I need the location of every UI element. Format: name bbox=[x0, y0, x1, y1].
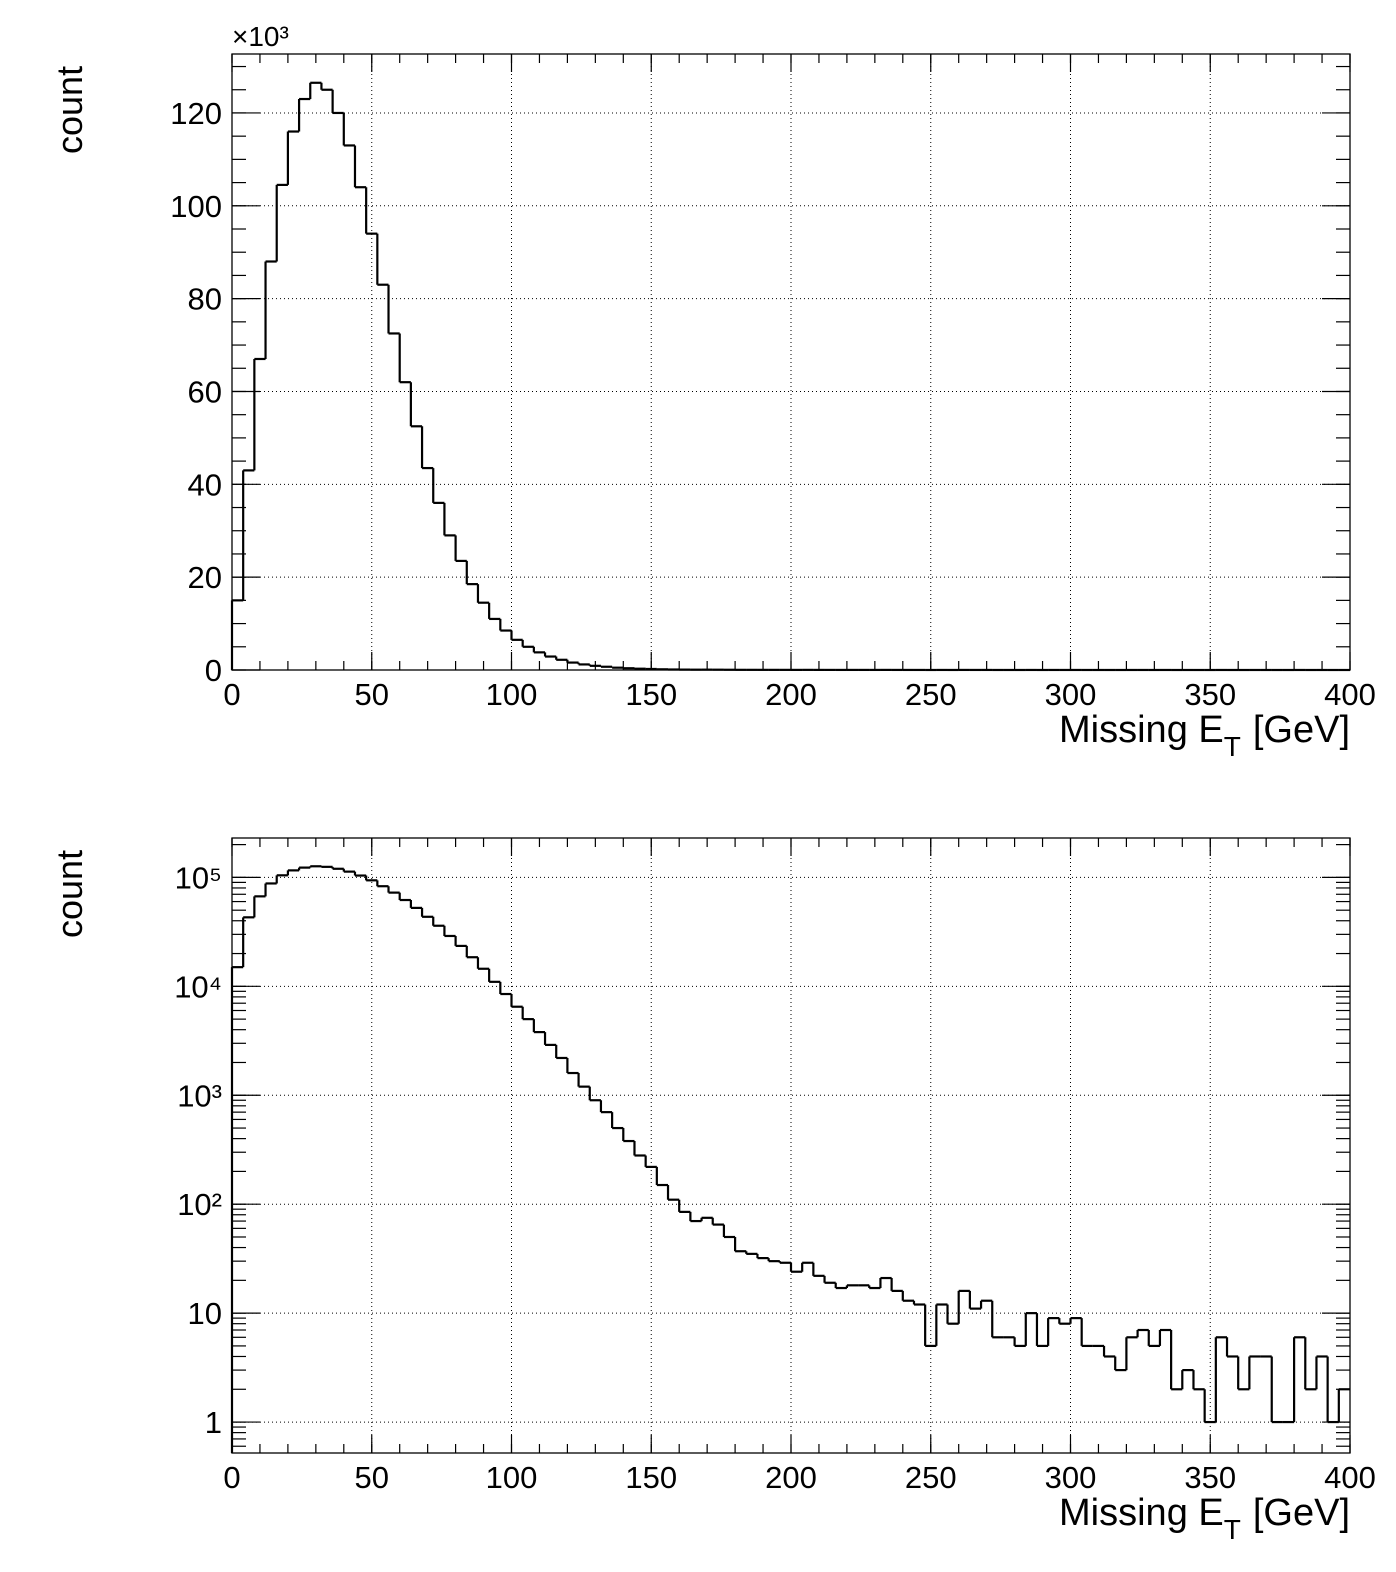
x-tick-label: 350 bbox=[1184, 677, 1236, 712]
x-tick-label: 100 bbox=[486, 1460, 538, 1495]
plot-frame bbox=[231, 53, 1351, 671]
x-tick-label: 0 bbox=[223, 1460, 240, 1495]
y-tick-label: 10³ bbox=[177, 1078, 222, 1113]
x-tick-label: 350 bbox=[1184, 1460, 1236, 1495]
x-axis-label-suffix: [GeV] bbox=[1253, 709, 1350, 751]
plot-frame bbox=[231, 837, 1351, 1454]
x-tick-label: 400 bbox=[1324, 1460, 1376, 1495]
x-tick-label: 0 bbox=[223, 677, 240, 712]
y-tick-label: 80 bbox=[188, 282, 222, 317]
histogram-step bbox=[230, 866, 1340, 1453]
x-tick-label: 250 bbox=[905, 677, 957, 712]
x-axis-label: Missing ET [GeV] bbox=[1059, 709, 1350, 762]
axis-multiplier: ×10³ bbox=[232, 21, 289, 52]
histogram-step bbox=[230, 82, 1340, 670]
x-axis-label-subscript: T bbox=[1224, 731, 1241, 762]
y-tick-label: 60 bbox=[188, 374, 222, 409]
x-tick-label: 400 bbox=[1324, 677, 1376, 712]
x-axis-label: Missing ET [GeV] bbox=[1059, 1492, 1350, 1545]
x-axis-label-main: Missing E bbox=[1059, 709, 1224, 751]
x-tick-label: 150 bbox=[625, 1460, 677, 1495]
x-tick-label: 250 bbox=[905, 1460, 957, 1495]
x-tick-label: 100 bbox=[486, 677, 538, 712]
y-tick-label: 0 bbox=[205, 653, 222, 688]
x-axis-label-subscript: T bbox=[1224, 1514, 1241, 1545]
y-tick-label: 10² bbox=[177, 1187, 222, 1222]
y-axis-label: count bbox=[49, 850, 90, 938]
x-tick-label: 150 bbox=[625, 677, 677, 712]
y-tick-label: 40 bbox=[188, 467, 222, 502]
y-tick-label: 100 bbox=[170, 189, 222, 224]
y-tick-label: 1 bbox=[205, 1405, 222, 1440]
y-tick-label: 20 bbox=[188, 560, 222, 595]
y-tick-label: 120 bbox=[170, 96, 222, 131]
y-axis-label: count bbox=[49, 66, 90, 154]
y-tick-label: 10⁴ bbox=[174, 969, 222, 1004]
x-tick-label: 300 bbox=[1045, 1460, 1097, 1495]
x-axis-label-main: Missing E bbox=[1059, 1492, 1224, 1534]
x-tick-label: 200 bbox=[765, 1460, 817, 1495]
x-tick-label: 200 bbox=[765, 677, 817, 712]
y-tick-label: 10 bbox=[188, 1296, 222, 1331]
x-tick-label: 50 bbox=[355, 677, 389, 712]
y-tick-label: 10⁵ bbox=[175, 860, 222, 895]
x-axis-label-suffix: [GeV] bbox=[1253, 1492, 1350, 1534]
x-tick-label: 300 bbox=[1045, 677, 1097, 712]
x-tick-label: 50 bbox=[355, 1460, 389, 1495]
